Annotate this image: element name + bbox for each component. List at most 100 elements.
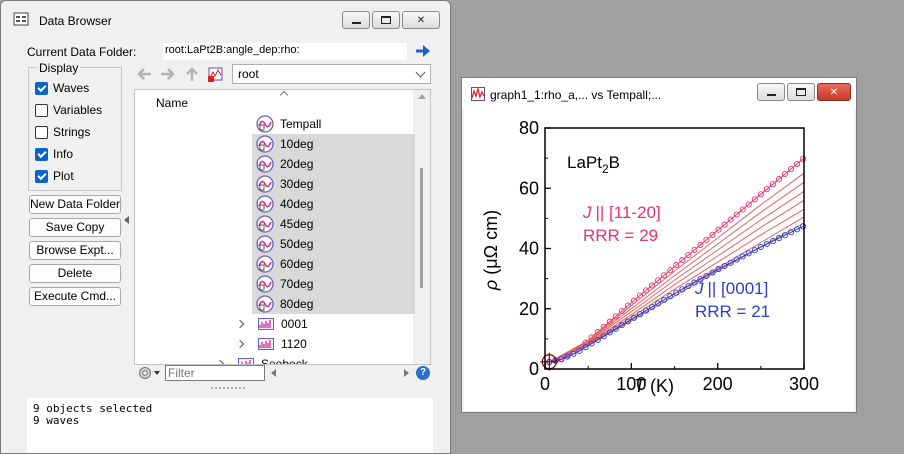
lower-direction-label: J || [0001]: [694, 279, 768, 298]
start-point-marker: [540, 352, 559, 371]
graph-close-button[interactable]: ✕: [817, 83, 851, 101]
delete-button[interactable]: Delete: [29, 264, 121, 283]
data-point: [781, 232, 789, 239]
checkbox-box[interactable]: [35, 169, 48, 183]
name-column-header[interactable]: Name: [156, 96, 189, 110]
data-tree[interactable]: Name Tempall 10deg 20deg 30deg 40deg 45deg 50d…: [134, 89, 431, 365]
close-icon: ✕: [829, 86, 839, 98]
minimize-button[interactable]: [342, 11, 370, 29]
plot-checkbox[interactable]: Plot: [35, 168, 74, 184]
checkbox-label: Plot: [53, 169, 74, 183]
data-point: [751, 247, 758, 254]
data-point: [667, 267, 674, 274]
tree-row[interactable]: 80deg: [252, 294, 415, 314]
x-axis-label: T (K): [634, 376, 674, 396]
gear-icon[interactable]: [138, 366, 152, 380]
tree-row[interactable]: 30deg: [252, 174, 415, 194]
graph-title: graph1_1:rho_a,... vs Tempall;...: [490, 88, 662, 102]
tree-row[interactable]: 0001: [235, 314, 407, 334]
filter-dropdown-icon[interactable]: [154, 371, 160, 375]
forward-arrow-icon[interactable]: [159, 65, 177, 83]
data-point: [691, 246, 698, 253]
data-point: [636, 311, 644, 318]
chevron-right-icon[interactable]: [235, 319, 245, 329]
help-icon[interactable]: ?: [416, 366, 430, 380]
waves-checkbox[interactable]: Waves: [35, 80, 89, 96]
current-folder-field[interactable]: root:LaPt2B:angle_dep:rho:: [163, 43, 407, 60]
go-arrow-icon[interactable]: [415, 43, 431, 59]
tree-row[interactable]: 1120: [235, 334, 407, 354]
checkbox-box[interactable]: [35, 81, 48, 95]
data-point: [757, 191, 764, 198]
data-point: [588, 340, 595, 347]
splitter-collapse-icon[interactable]: [124, 216, 129, 224]
tree-row[interactable]: Seebeck: [215, 354, 387, 364]
data-point: [727, 216, 734, 223]
tree-scrollbar[interactable]: [413, 90, 430, 364]
graph-titlebar[interactable]: graph1_1:rho_a,... vs Tempall;... ✕: [462, 78, 856, 108]
tree-row[interactable]: 50deg: [252, 234, 415, 254]
tree-row-label: Tempall: [280, 117, 322, 131]
data-point: [630, 314, 637, 321]
data-point: [661, 272, 668, 279]
data-point: [800, 223, 807, 230]
plot-area[interactable]: 0 100 200 300 0 20 40 60 80 LaPt2B J || [11-20] R…: [464, 108, 854, 411]
strings-checkbox[interactable]: Strings: [35, 124, 90, 140]
checkbox-box[interactable]: [35, 125, 48, 139]
tree-row[interactable]: 40deg: [252, 194, 415, 214]
checkbox-box[interactable]: [35, 103, 48, 117]
tree-row[interactable]: 70deg: [252, 274, 415, 294]
data-point: [709, 269, 716, 276]
tree-row[interactable]: 10deg: [252, 134, 415, 154]
execute-cmd-button[interactable]: Execute Cmd...: [29, 287, 121, 306]
info-checkbox[interactable]: Info: [35, 146, 73, 162]
data-browser-titlebar[interactable]: Data Browser ✕: [1, 1, 450, 37]
data-point: [655, 277, 662, 284]
new-data-folder-button[interactable]: New Data Folder: [29, 195, 121, 214]
wave-icon: [256, 235, 274, 253]
scroll-left-icon[interactable]: [271, 369, 276, 377]
new-graph-icon[interactable]: [207, 65, 225, 83]
data-point: [576, 347, 583, 354]
graph-minimize-button[interactable]: [757, 83, 785, 101]
series-line: [549, 190, 805, 363]
close-button[interactable]: ✕: [402, 11, 440, 29]
chevron-down-icon: [415, 67, 426, 78]
tree-row-label: 1120: [281, 337, 307, 351]
series-line: [549, 157, 805, 363]
resistivity-chart: 0 100 200 300 0 20 40 60 80 LaPt2B J || [11-20] R…: [481, 118, 819, 396]
minimize-icon: [351, 21, 361, 24]
chevron-right-icon[interactable]: [235, 339, 245, 349]
up-arrow-icon[interactable]: [183, 65, 201, 83]
sort-caret-icon[interactable]: [279, 90, 289, 100]
save-copy-button[interactable]: Save Copy: [29, 218, 121, 237]
checkbox-label: Info: [53, 147, 74, 161]
info-line: 9 waves: [33, 414, 80, 427]
data-point: [600, 333, 607, 340]
scroll-thumb[interactable]: [420, 168, 423, 288]
graph-maximize-button[interactable]: [787, 83, 815, 101]
data-point: [661, 296, 668, 303]
tree-row-label: 60deg: [280, 257, 314, 271]
maximize-button[interactable]: [372, 11, 400, 29]
data-point: [703, 236, 710, 243]
filter-input[interactable]: [165, 365, 265, 381]
tree-row[interactable]: 20deg: [252, 154, 415, 174]
scroll-up-icon[interactable]: [418, 94, 426, 99]
data-folder-icon: [258, 338, 274, 350]
wave-icon: [256, 195, 274, 213]
maximize-icon: [796, 88, 806, 96]
series-line: [549, 199, 805, 363]
checkbox-box[interactable]: [35, 147, 48, 161]
tree-row[interactable]: 60deg: [252, 254, 415, 274]
wave-icon: [256, 255, 274, 273]
tree-row[interactable]: Tempall: [252, 114, 415, 134]
scroll-right-icon[interactable]: [404, 369, 409, 377]
tree-row[interactable]: 45deg: [252, 214, 415, 234]
back-arrow-icon[interactable]: [135, 65, 153, 83]
data-point: [739, 253, 746, 260]
splitter-grip[interactable]: [211, 387, 247, 389]
folder-select[interactable]: root: [232, 64, 431, 84]
browse-expt-button[interactable]: Browse Expt...: [29, 241, 121, 260]
variables-checkbox[interactable]: Variables: [35, 102, 102, 118]
